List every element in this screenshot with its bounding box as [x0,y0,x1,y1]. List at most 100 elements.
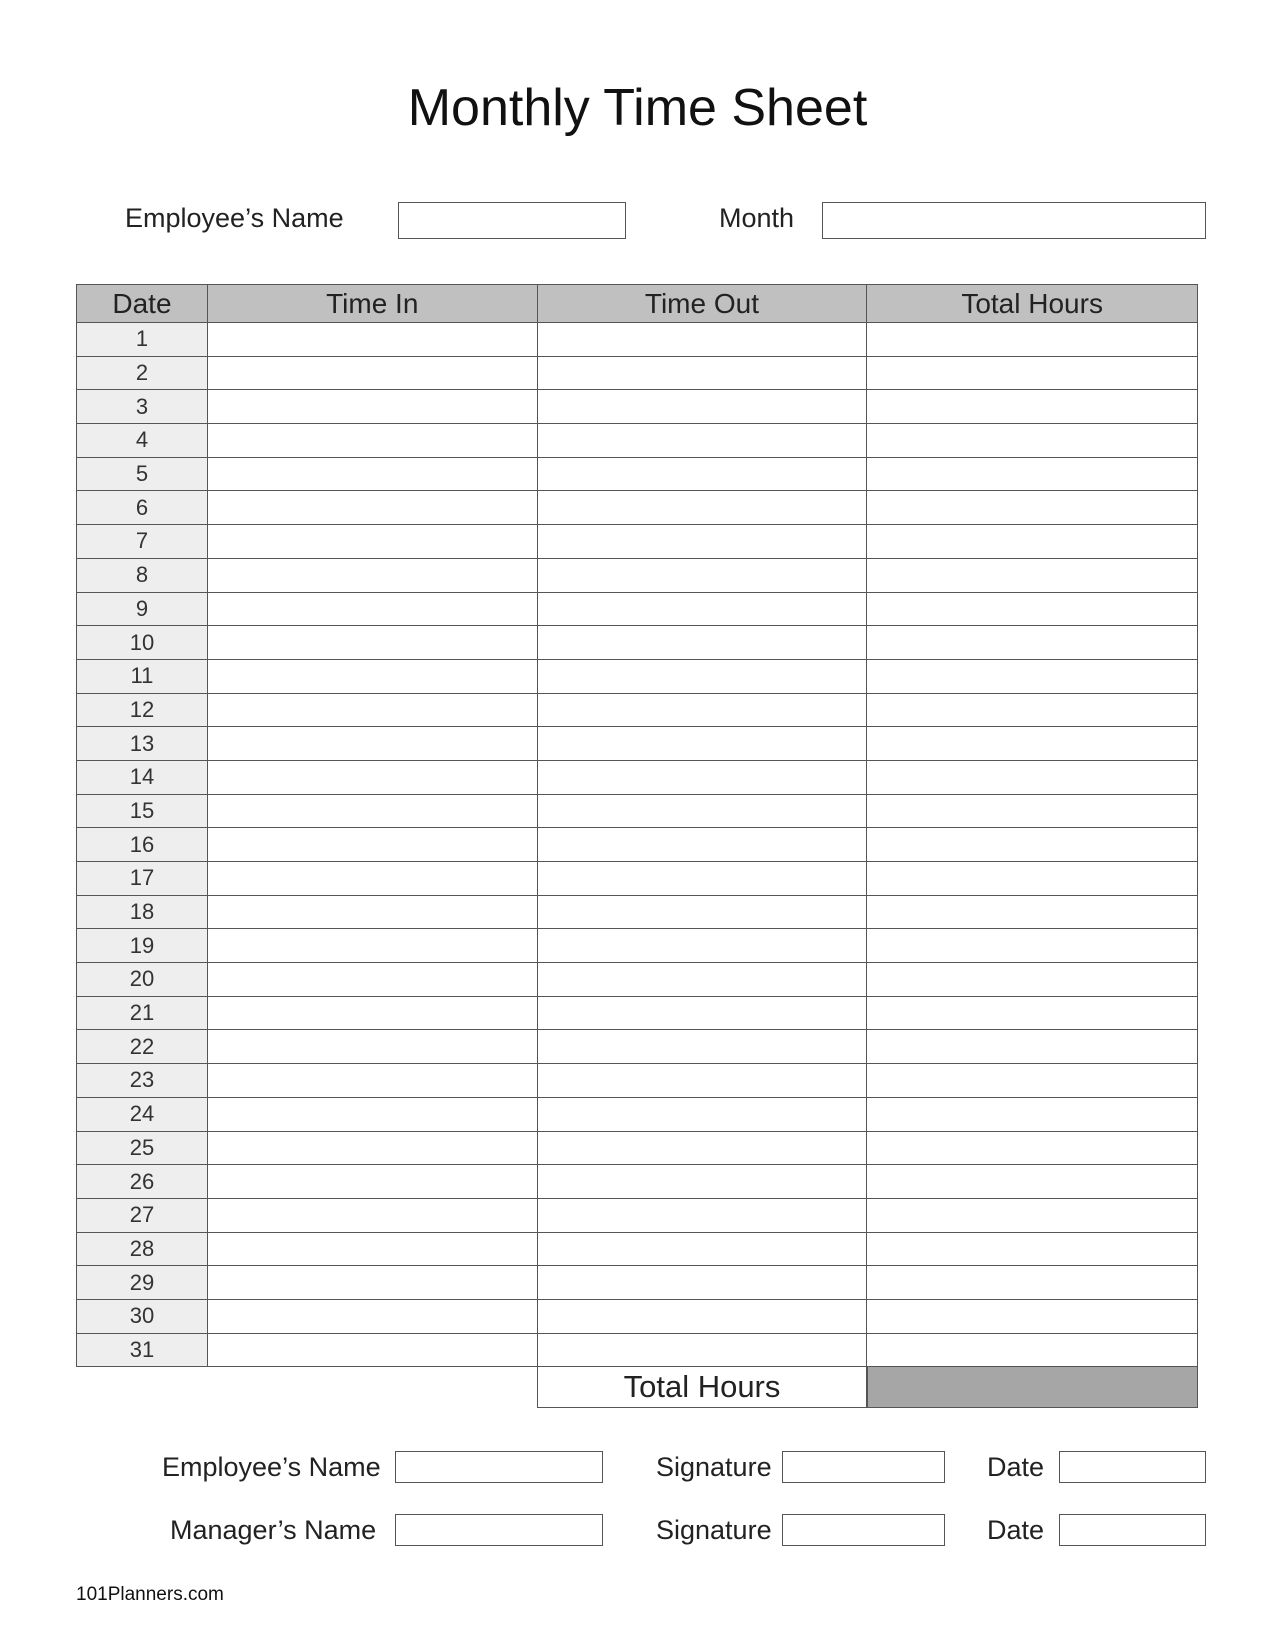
total-hours-cell[interactable] [866,658,1198,694]
time-in-cell[interactable] [206,1096,538,1132]
time-out-cell[interactable] [536,456,868,492]
time-in-cell[interactable] [206,591,538,627]
time-in-cell[interactable] [206,389,538,425]
time-out-cell[interactable] [536,827,868,862]
time-in-cell[interactable] [206,1029,538,1065]
time-in-cell[interactable] [206,1231,538,1267]
time-in-cell[interactable] [206,625,538,660]
total-hours-cell[interactable] [866,1332,1198,1368]
total-hours-cell[interactable] [866,726,1198,761]
total-hours-cell[interactable] [866,692,1198,728]
manager-signature-field[interactable] [782,1514,945,1546]
time-in-cell[interactable] [206,490,538,526]
total-hours-cell[interactable] [866,894,1198,930]
total-hours-cell[interactable] [866,1197,1198,1233]
time-in-cell[interactable] [206,1063,538,1098]
time-out-cell[interactable] [536,793,868,829]
employee-signature-field[interactable] [782,1451,945,1483]
time-in-cell[interactable] [206,524,538,559]
time-out-cell[interactable] [536,962,868,997]
month-field[interactable] [822,202,1206,239]
time-out-cell[interactable] [536,1164,868,1199]
time-in-cell[interactable] [206,962,538,997]
time-in-cell[interactable] [206,658,538,694]
total-hours-cell[interactable] [866,1063,1198,1098]
time-in-cell[interactable] [206,861,538,896]
total-hours-cell[interactable] [866,490,1198,526]
employee-name-field[interactable] [398,202,626,239]
time-in-cell[interactable] [206,1164,538,1199]
time-in-cell[interactable] [206,692,538,728]
total-hours-cell[interactable] [866,1231,1198,1267]
total-hours-cell[interactable] [866,423,1198,458]
time-out-cell[interactable] [536,1029,868,1065]
time-out-cell[interactable] [536,389,868,425]
time-out-cell[interactable] [536,1332,868,1368]
total-hours-cell[interactable] [866,1029,1198,1065]
total-hours-cell[interactable] [866,793,1198,829]
time-in-cell[interactable] [206,759,538,795]
signoff-employee-name-field[interactable] [395,1451,603,1483]
total-hours-cell[interactable] [866,1298,1198,1334]
time-in-cell[interactable] [206,928,538,964]
total-hours-cell[interactable] [866,827,1198,862]
time-out-cell[interactable] [536,658,868,694]
total-hours-cell[interactable] [866,1164,1198,1199]
time-out-cell[interactable] [536,1063,868,1098]
time-out-cell[interactable] [536,1265,868,1300]
time-in-cell[interactable] [206,355,538,391]
employee-date-field[interactable] [1059,1451,1206,1483]
time-in-cell[interactable] [206,1265,538,1300]
total-hours-cell[interactable] [866,928,1198,964]
total-hours-cell[interactable] [866,1265,1198,1300]
manager-name-field[interactable] [395,1514,603,1546]
time-in-cell[interactable] [206,322,538,357]
time-out-cell[interactable] [536,557,868,593]
time-in-cell[interactable] [206,726,538,761]
total-hours-value[interactable] [867,1367,1198,1408]
time-out-cell[interactable] [536,1197,868,1233]
total-hours-cell[interactable] [866,322,1198,357]
time-in-cell[interactable] [206,456,538,492]
total-hours-cell[interactable] [866,456,1198,492]
time-out-cell[interactable] [536,692,868,728]
total-hours-cell[interactable] [866,1096,1198,1132]
time-out-cell[interactable] [536,1298,868,1334]
total-hours-cell[interactable] [866,759,1198,795]
time-in-cell[interactable] [206,1298,538,1334]
time-in-cell[interactable] [206,894,538,930]
time-out-cell[interactable] [536,355,868,391]
time-in-cell[interactable] [206,793,538,829]
total-hours-cell[interactable] [866,861,1198,896]
total-hours-cell[interactable] [866,389,1198,425]
time-out-cell[interactable] [536,322,868,357]
time-out-cell[interactable] [536,861,868,896]
time-in-cell[interactable] [206,557,538,593]
total-hours-cell[interactable] [866,355,1198,391]
time-out-cell[interactable] [536,524,868,559]
time-out-cell[interactable] [536,759,868,795]
time-out-cell[interactable] [536,490,868,526]
time-out-cell[interactable] [536,1231,868,1267]
time-in-cell[interactable] [206,827,538,862]
time-out-cell[interactable] [536,726,868,761]
time-in-cell[interactable] [206,1130,538,1166]
total-hours-cell[interactable] [866,591,1198,627]
time-in-cell[interactable] [206,995,538,1031]
time-out-cell[interactable] [536,995,868,1031]
total-hours-cell[interactable] [866,524,1198,559]
time-out-cell[interactable] [536,1096,868,1132]
total-hours-cell[interactable] [866,1130,1198,1166]
total-hours-cell[interactable] [866,995,1198,1031]
time-out-cell[interactable] [536,591,868,627]
time-out-cell[interactable] [536,625,868,660]
time-in-cell[interactable] [206,423,538,458]
total-hours-cell[interactable] [866,962,1198,997]
time-out-cell[interactable] [536,928,868,964]
time-out-cell[interactable] [536,423,868,458]
time-out-cell[interactable] [536,894,868,930]
total-hours-cell[interactable] [866,625,1198,660]
time-out-cell[interactable] [536,1130,868,1166]
manager-date-field[interactable] [1059,1514,1206,1546]
time-in-cell[interactable] [206,1197,538,1233]
